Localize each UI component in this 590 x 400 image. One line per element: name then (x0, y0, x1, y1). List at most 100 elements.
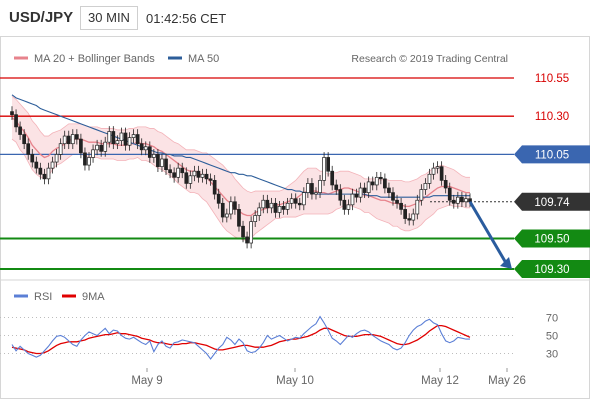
candle-body (139, 143, 144, 151)
rsi-tick-label: 30 (546, 349, 558, 361)
watermark-text: Research © 2019 Trading Central (351, 53, 508, 65)
candle-body (261, 199, 266, 209)
candle-body (455, 196, 460, 204)
candle-body (245, 236, 249, 244)
candle-body (342, 199, 347, 210)
candle-body (180, 167, 185, 174)
x-tick-label: May 12 (421, 375, 459, 387)
price-label-109-74: 109.74 (534, 197, 570, 209)
price-tag-109-30 (514, 260, 590, 278)
candle-body (95, 144, 99, 151)
timeframe-selector[interactable]: 30 MIN (80, 6, 138, 30)
candle-body (237, 209, 241, 227)
candle-body (326, 157, 330, 172)
legend-label-9ma: 9MA (82, 291, 105, 303)
candle-body (439, 166, 444, 181)
candle-body (370, 181, 375, 186)
candle-body (229, 201, 233, 215)
candle-body (399, 202, 403, 210)
forecast-arrow-head (500, 257, 512, 269)
candle-body (411, 213, 416, 221)
candle-body (350, 193, 355, 206)
candle-body (131, 134, 136, 138)
candle-body (38, 167, 43, 175)
candle-body (168, 169, 172, 174)
candle-body (277, 206, 282, 213)
candle-body (30, 154, 35, 163)
candle-body (423, 183, 428, 190)
x-tick-label: May 26 (488, 375, 526, 387)
candle-body (188, 175, 193, 184)
candle-body (273, 202, 278, 213)
candle-body (395, 199, 399, 204)
candle-body (330, 170, 335, 186)
candle-body (34, 161, 39, 169)
candle-body (407, 218, 412, 221)
candle-body (391, 192, 395, 201)
candle-body (387, 187, 391, 193)
candle-body (127, 137, 132, 146)
candle-body (415, 199, 420, 215)
candle-body (135, 134, 140, 145)
price-tag-109-50 (514, 229, 590, 248)
candle-body (249, 221, 253, 244)
price-label-109-30: 109.30 (534, 264, 569, 276)
legend-label-ma50: MA 50 (188, 53, 219, 65)
candle-body (281, 206, 286, 210)
candle-body (164, 158, 168, 171)
candle-body (289, 198, 294, 204)
candle-body (184, 172, 189, 184)
candle-body (54, 154, 59, 163)
candle-body (143, 146, 148, 151)
candle-body (192, 170, 197, 177)
candle-body (123, 132, 128, 146)
candle-body (224, 213, 229, 218)
candle-body (265, 199, 270, 209)
candle-body (208, 178, 213, 181)
candle-body (322, 157, 326, 181)
candle-body (196, 170, 201, 178)
candle-body (176, 167, 181, 178)
clock-time: 01:42:56 CET (146, 11, 227, 26)
candle-body (435, 166, 440, 169)
candle-body (460, 196, 464, 203)
candle-body (172, 172, 176, 178)
legend-label-rsi: RSI (34, 291, 52, 303)
chart-svg: MA 20 + Bollinger Bands MA 50 Research © 2… (0, 36, 590, 399)
candle-body (107, 131, 112, 143)
candle-body (366, 181, 371, 193)
candle-body (18, 126, 22, 135)
rsi-line (11, 315, 470, 360)
chart-frame (0, 36, 590, 399)
symbol-label: USD/JPY (9, 9, 74, 26)
candle-body (147, 146, 152, 158)
candle-body (354, 193, 359, 198)
candle-body (403, 209, 408, 219)
candle-body (91, 149, 95, 158)
candle-body (447, 187, 452, 201)
candle-body (346, 204, 351, 210)
price-label-110-05: 110.05 (535, 149, 569, 161)
x-tick-label: May 9 (131, 375, 162, 387)
candle-body (212, 180, 217, 195)
candle-body (297, 202, 302, 206)
candle-body (419, 189, 424, 201)
candle-body (285, 202, 290, 210)
candle-body (79, 138, 83, 154)
candle-body (74, 134, 79, 140)
candle-body (115, 140, 120, 145)
candle-body (111, 131, 116, 145)
rsi-tick-label: 70 (546, 313, 558, 325)
price-label-110-55: 110.55 (535, 73, 569, 85)
candle-body (383, 178, 387, 189)
candle-body (301, 192, 306, 206)
price-label-109-50: 109.50 (534, 233, 569, 245)
candle-body (314, 192, 318, 195)
candle-body (99, 144, 104, 152)
candle-body (362, 187, 367, 193)
candle-body (160, 158, 164, 167)
candle-body (338, 189, 343, 201)
candle-body (10, 111, 14, 116)
candle-body (306, 183, 310, 193)
candle-body (241, 225, 245, 238)
